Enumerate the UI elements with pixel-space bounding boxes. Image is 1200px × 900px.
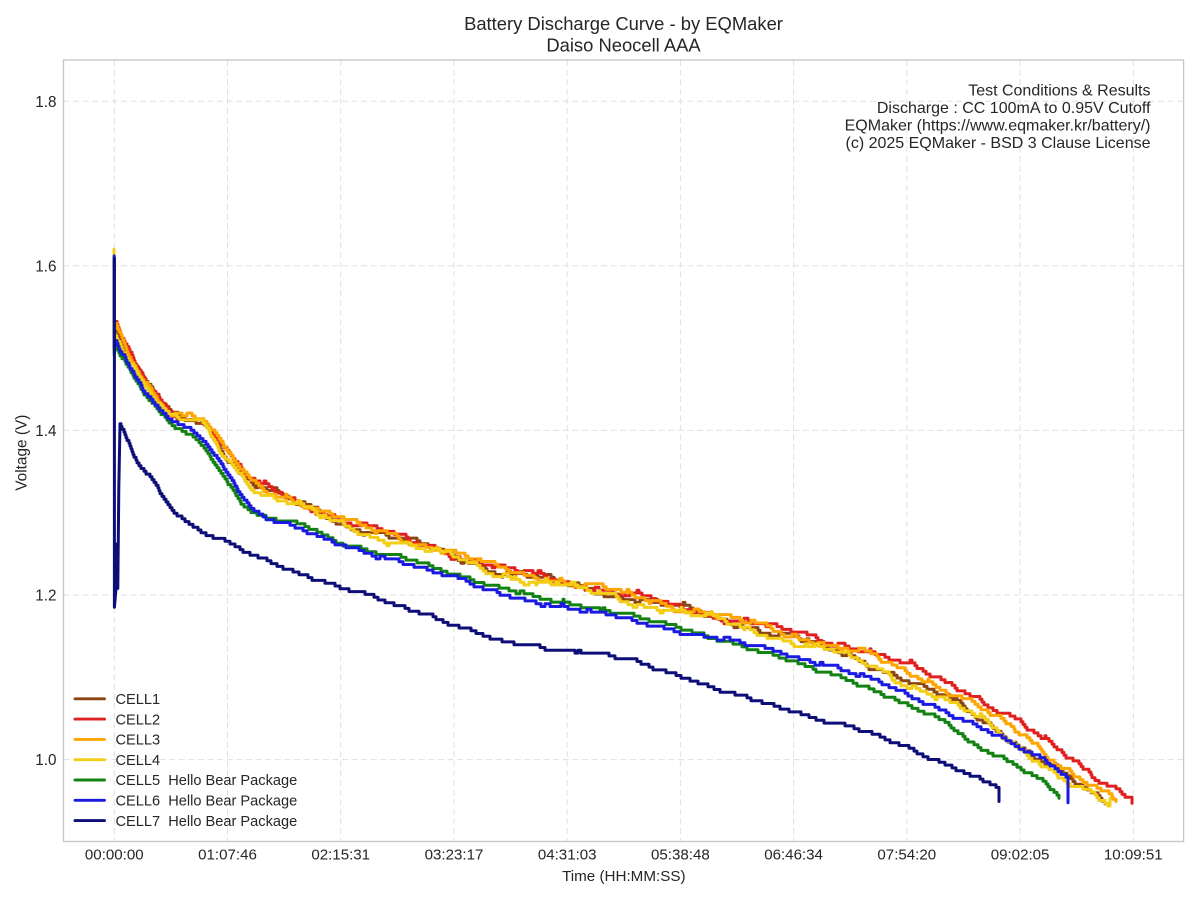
svg-text:Discharge : CC 100mA to 0.95V: Discharge : CC 100mA to 0.95V Cutoff bbox=[877, 100, 1151, 117]
svg-text:Voltage (V): Voltage (V) bbox=[13, 415, 30, 491]
svg-text:Test Conditions & Results: Test Conditions & Results bbox=[968, 83, 1150, 100]
svg-text:Daiso Neocell AAA: Daiso Neocell AAA bbox=[546, 35, 701, 56]
svg-text:CELL7 Hello Bear Package: CELL7 Hello Bear Package bbox=[116, 814, 298, 830]
svg-text:1.2: 1.2 bbox=[35, 588, 56, 605]
svg-text:1.6: 1.6 bbox=[35, 258, 56, 275]
svg-text:EQMaker (https://www.eqmaker.k: EQMaker (https://www.eqmaker.kr/battery/… bbox=[845, 118, 1151, 135]
svg-text:01:07:46: 01:07:46 bbox=[198, 847, 257, 864]
svg-text:07:54:20: 07:54:20 bbox=[877, 847, 936, 864]
svg-text:02:15:31: 02:15:31 bbox=[311, 847, 370, 864]
svg-text:CELL6 Hello Bear Package: CELL6 Hello Bear Package bbox=[116, 794, 298, 810]
svg-text:05:38:48: 05:38:48 bbox=[651, 847, 710, 864]
svg-text:04:31:03: 04:31:03 bbox=[538, 847, 597, 864]
svg-text:CELL3: CELL3 bbox=[116, 733, 161, 749]
svg-text:09:02:05: 09:02:05 bbox=[991, 847, 1050, 864]
svg-text:Battery Discharge Curve - by E: Battery Discharge Curve - by EQMaker bbox=[464, 13, 783, 34]
svg-text:CELL4: CELL4 bbox=[116, 753, 161, 769]
svg-text:1.8: 1.8 bbox=[35, 94, 56, 111]
svg-text:03:23:17: 03:23:17 bbox=[425, 847, 484, 864]
svg-text:06:46:34: 06:46:34 bbox=[764, 847, 823, 864]
svg-text:00:00:00: 00:00:00 bbox=[85, 847, 144, 864]
svg-text:1.4: 1.4 bbox=[35, 423, 57, 440]
svg-text:CELL5 Hello Bear Package: CELL5 Hello Bear Package bbox=[116, 773, 298, 789]
svg-text:CELL2: CELL2 bbox=[116, 712, 161, 728]
svg-text:1.0: 1.0 bbox=[35, 752, 56, 769]
svg-text:(c) 2025 EQMaker - BSD 3 Claus: (c) 2025 EQMaker - BSD 3 Clause License bbox=[845, 135, 1150, 152]
svg-text:Time (HH:MM:SS): Time (HH:MM:SS) bbox=[562, 868, 685, 885]
svg-text:CELL1: CELL1 bbox=[116, 692, 161, 708]
svg-text:10:09:51: 10:09:51 bbox=[1104, 847, 1163, 864]
